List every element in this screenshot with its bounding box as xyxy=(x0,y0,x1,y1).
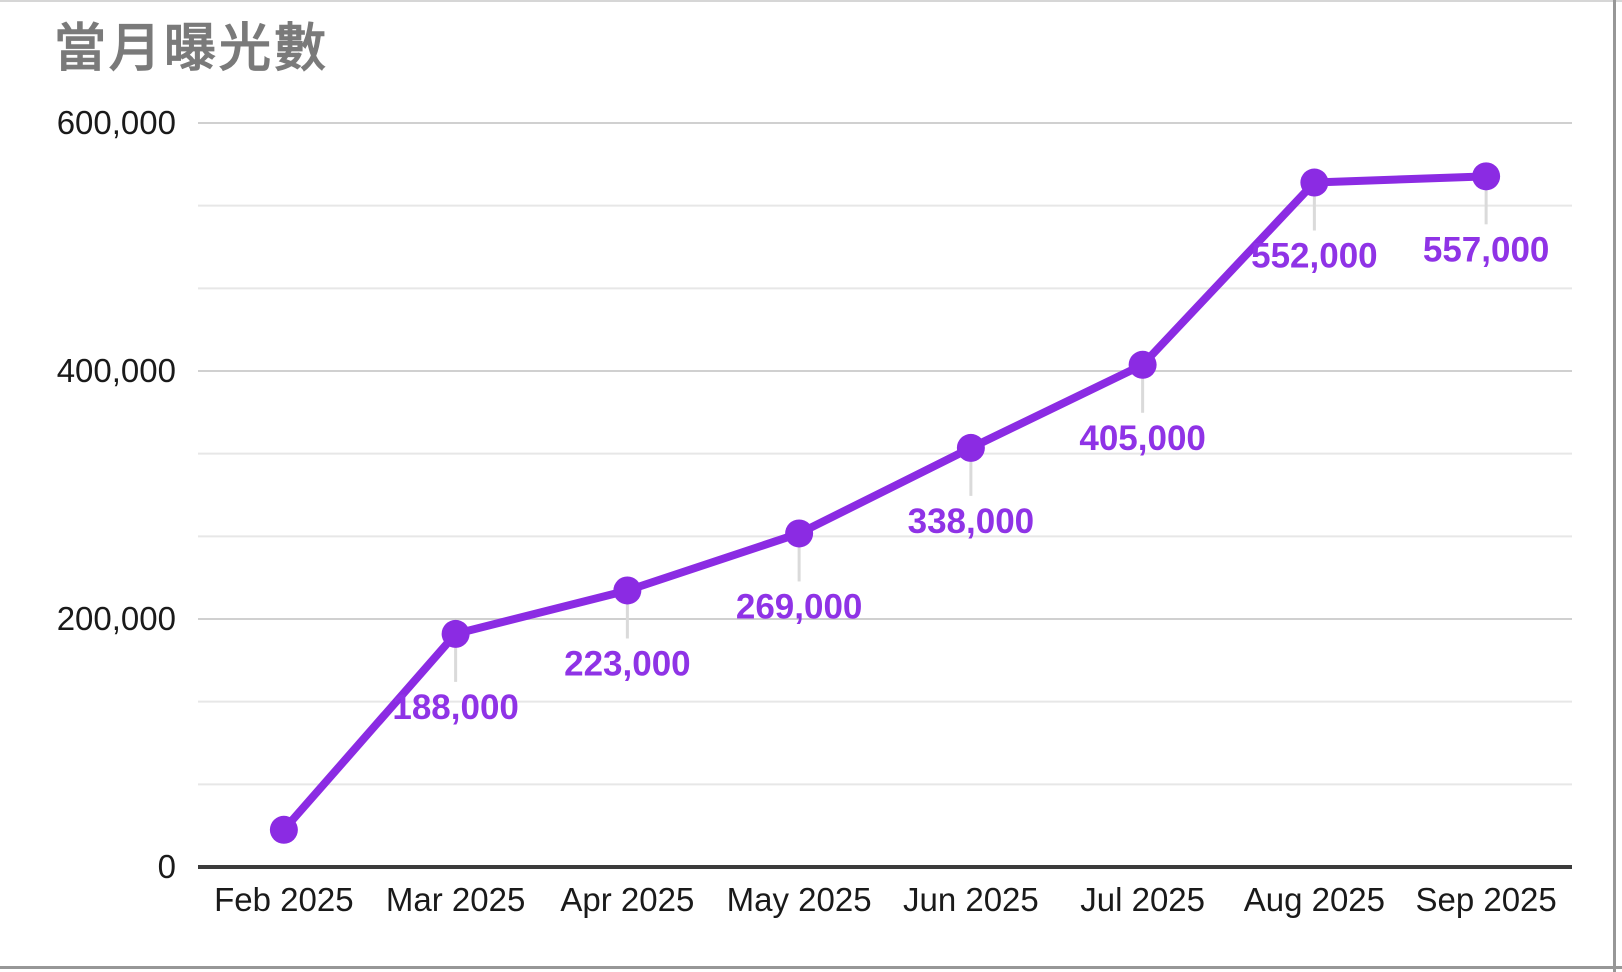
data-point-label: 338,000 xyxy=(908,502,1035,541)
x-axis-tick-label: May 2025 xyxy=(727,881,872,918)
data-point[interactable] xyxy=(441,619,470,648)
window-right-border xyxy=(1613,0,1616,972)
y-axis-tick-label: 600,000 xyxy=(57,104,176,141)
x-axis-tick-label: Apr 2025 xyxy=(560,881,694,918)
data-point-label: 188,000 xyxy=(392,688,519,727)
data-point[interactable] xyxy=(785,519,814,548)
data-point[interactable] xyxy=(1300,168,1329,197)
series-line xyxy=(279,172,1491,834)
data-point-label: 552,000 xyxy=(1251,237,1378,276)
data-point[interactable] xyxy=(1472,162,1501,191)
y-axis-tick-label: 200,000 xyxy=(57,600,176,637)
data-point[interactable] xyxy=(269,815,298,844)
data-point[interactable] xyxy=(956,433,985,462)
x-axis-tick-label: Jun 2025 xyxy=(903,881,1039,918)
x-axis-tick-label: Feb 2025 xyxy=(214,881,353,918)
data-point-label: 223,000 xyxy=(564,644,691,683)
window-bottom-border xyxy=(0,966,1622,969)
data-point-label: 405,000 xyxy=(1079,419,1206,458)
window-top-border xyxy=(0,0,1622,2)
data-point[interactable] xyxy=(1128,350,1157,379)
x-axis-tick-label: Sep 2025 xyxy=(1415,881,1556,918)
y-axis-tick-label: 400,000 xyxy=(57,352,176,389)
data-point-label: 269,000 xyxy=(736,587,863,626)
y-axis-tick-label: 0 xyxy=(158,848,176,885)
x-axis-tick-label: Mar 2025 xyxy=(386,881,525,918)
data-point-label: 557,000 xyxy=(1423,230,1550,269)
x-axis-tick-label: Jul 2025 xyxy=(1080,881,1205,918)
chart-title: 當月曝光數 xyxy=(54,20,330,78)
data-point[interactable] xyxy=(613,576,642,605)
x-axis-tick-label: Aug 2025 xyxy=(1244,881,1385,918)
